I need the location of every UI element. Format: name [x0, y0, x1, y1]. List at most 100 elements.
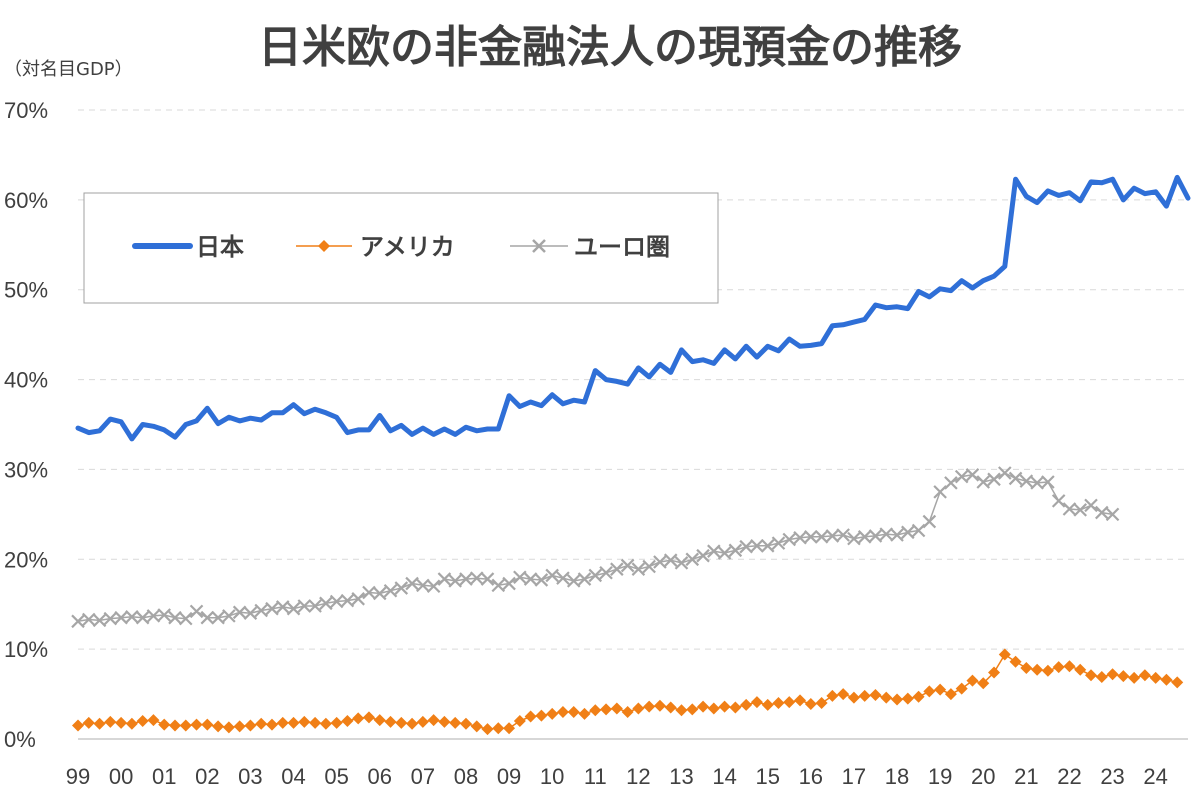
x-tick-label: 14: [712, 764, 736, 789]
data-point-diamond: [966, 674, 979, 687]
data-point-x: [1051, 494, 1066, 508]
data-point-x: [717, 546, 732, 560]
data-point-x: [566, 574, 581, 588]
data-point-x: [426, 579, 441, 594]
data-point-diamond: [772, 697, 785, 710]
data-point-diamond: [923, 685, 936, 698]
data-point-x: [394, 581, 409, 595]
x-tick-label: 02: [195, 764, 219, 789]
data-point-diamond: [847, 691, 860, 704]
data-point-diamond: [697, 700, 710, 713]
data-point-diamond: [244, 719, 257, 732]
data-point-x: [103, 611, 118, 626]
data-point-x: [814, 530, 829, 544]
x-tick-label: 20: [971, 764, 995, 789]
legend-swatch-euro-marker: [532, 239, 546, 253]
data-point-x: [189, 604, 204, 619]
data-point-diamond: [125, 717, 138, 730]
data-point-x: [987, 472, 1001, 487]
x-tick-label: 18: [885, 764, 909, 789]
data-point-diamond: [567, 706, 580, 719]
data-point-x: [243, 606, 258, 620]
data-point-diamond: [233, 720, 246, 733]
x-tick-label: 19: [928, 764, 952, 789]
data-point-diamond: [82, 716, 95, 729]
data-point-x: [933, 485, 947, 499]
data-point-diamond: [524, 710, 537, 723]
data-point-diamond: [438, 715, 451, 728]
data-point-diamond: [1149, 671, 1162, 684]
x-tick-label: 15: [755, 764, 779, 789]
data-point-diamond: [492, 722, 505, 735]
data-point-x: [254, 603, 268, 618]
data-point-x: [71, 614, 85, 629]
x-tick-label: 09: [497, 764, 521, 789]
x-tick-label: 05: [324, 764, 348, 789]
data-point-x: [599, 565, 613, 580]
data-point-diamond: [1052, 661, 1065, 674]
data-point-diamond: [675, 704, 688, 717]
data-point-x: [1019, 474, 1034, 488]
data-point-x: [502, 576, 516, 591]
data-point-x: [556, 571, 570, 585]
data-point-diamond: [858, 689, 871, 702]
x-tick-label: 06: [368, 764, 392, 789]
y-axis-unit-label: （対名目GDP）: [4, 59, 133, 80]
data-point-diamond: [255, 717, 268, 730]
x-tick-label: 07: [411, 764, 435, 789]
data-point-x: [513, 570, 527, 585]
data-point-x: [168, 610, 182, 625]
data-point-x: [1073, 503, 1088, 517]
data-point-diamond: [341, 715, 354, 728]
data-point-diamond: [826, 689, 839, 702]
data-point-diamond: [600, 703, 613, 716]
data-point-diamond: [1009, 655, 1022, 668]
data-point-x: [685, 552, 700, 567]
data-point-x: [125, 610, 139, 624]
data-point-diamond: [934, 683, 947, 696]
data-point-diamond: [707, 702, 720, 715]
data-point-x: [674, 556, 689, 570]
data-point-x: [620, 558, 635, 573]
data-point-x: [944, 476, 958, 490]
data-point-diamond: [287, 716, 300, 729]
data-point-x: [319, 596, 333, 611]
data-point-x: [836, 528, 850, 542]
data-point-diamond: [740, 698, 753, 711]
data-point-diamond: [1160, 673, 1173, 686]
series-group: [71, 174, 1191, 736]
data-point-diamond: [362, 711, 375, 724]
data-point-diamond: [395, 716, 408, 729]
data-point-diamond: [1041, 664, 1054, 677]
data-point-x: [437, 572, 452, 586]
data-point-x: [308, 599, 322, 613]
y-axis-ticks: 0% 10% 20% 30% 40% 50% 60% 70%: [4, 98, 48, 752]
data-point-diamond: [1117, 670, 1130, 683]
data-point-diamond: [1138, 669, 1151, 682]
data-point-x: [782, 532, 797, 547]
data-point-x: [383, 583, 398, 598]
data-point-diamond: [72, 719, 84, 732]
data-point-diamond: [459, 717, 472, 730]
y-tick-label: 50%: [4, 278, 48, 303]
data-point-x: [135, 610, 150, 625]
data-point-x: [351, 592, 365, 606]
data-point-x: [653, 555, 667, 569]
data-point-x: [1084, 498, 1098, 513]
data-point-x: [480, 572, 495, 586]
data-point-diamond: [589, 704, 602, 717]
data-point-diamond: [955, 682, 968, 695]
legend-swatch-usa-marker: [318, 240, 330, 252]
data-point-diamond: [869, 688, 882, 701]
y-tick-label: 10%: [4, 637, 48, 662]
data-point-x: [965, 468, 980, 482]
data-point-diamond: [664, 701, 677, 714]
data-point-x: [868, 529, 883, 543]
data-point-diamond: [373, 714, 386, 727]
data-point-x: [146, 609, 161, 623]
x-tick-label: 22: [1057, 764, 1081, 789]
data-point-diamond: [168, 719, 181, 732]
data-point-x: [577, 572, 592, 586]
data-point-diamond: [470, 720, 483, 733]
